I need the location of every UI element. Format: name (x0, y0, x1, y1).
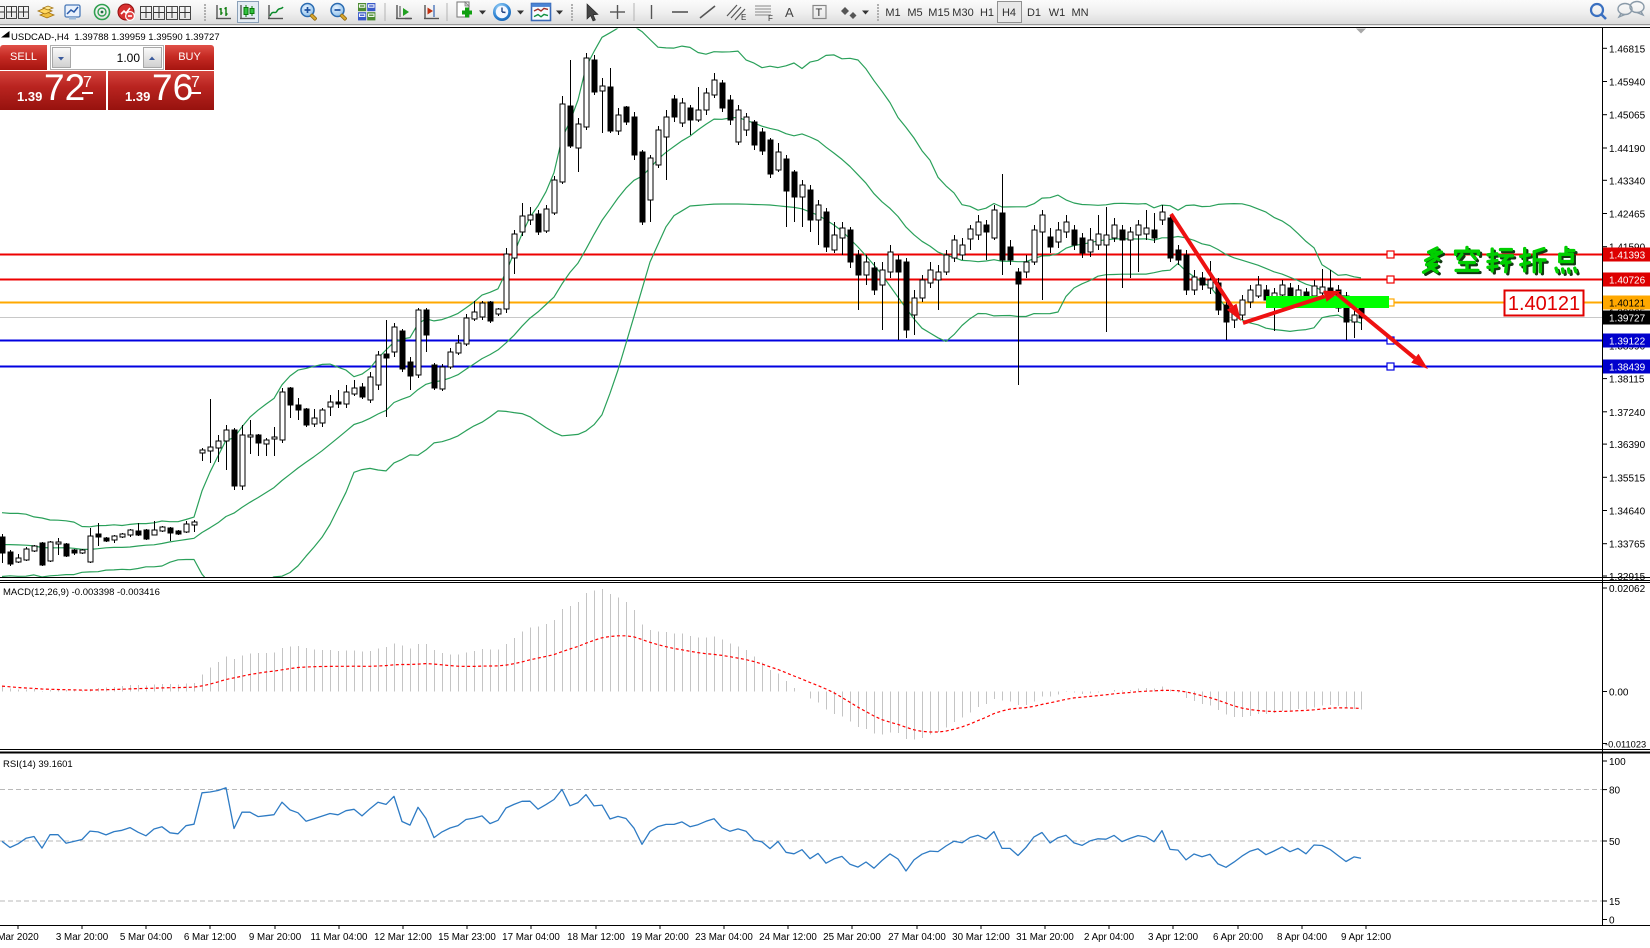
svg-text:1.36390: 1.36390 (1609, 440, 1646, 451)
svg-text:E: E (741, 13, 746, 22)
svg-text:3 Mar 20:00: 3 Mar 20:00 (56, 932, 109, 943)
svg-text:24 Mar 12:00: 24 Mar 12:00 (759, 932, 817, 943)
svg-text:19 Mar 20:00: 19 Mar 20:00 (631, 932, 689, 943)
svg-text:8 Apr 04:00: 8 Apr 04:00 (1277, 932, 1328, 943)
svg-text:100: 100 (1609, 757, 1626, 768)
svg-text:23 Mar 04:00: 23 Mar 04:00 (695, 932, 753, 943)
svg-text:30 Mar 12:00: 30 Mar 12:00 (952, 932, 1010, 943)
svg-text:MN: MN (1071, 7, 1088, 19)
svg-text:M1: M1 (885, 7, 900, 19)
svg-text:27 Mar 04:00: 27 Mar 04:00 (888, 932, 946, 943)
svg-text:1.45065: 1.45065 (1609, 111, 1646, 122)
svg-text:1.37240: 1.37240 (1609, 408, 1646, 419)
svg-text:6 Mar 12:00: 6 Mar 12:00 (184, 932, 237, 943)
svg-text:1.35515: 1.35515 (1609, 473, 1646, 484)
svg-text:1.38115: 1.38115 (1609, 375, 1645, 386)
svg-text:T: T (816, 7, 823, 19)
svg-text:1.39727: 1.39727 (1609, 314, 1646, 325)
svg-text:31 Mar 20:00: 31 Mar 20:00 (1016, 932, 1074, 943)
svg-text:-0.011023: -0.011023 (1605, 740, 1646, 750)
svg-text:11 Mar 04:00: 11 Mar 04:00 (310, 932, 368, 943)
svg-text:12 Mar 12:00: 12 Mar 12:00 (374, 932, 432, 943)
svg-text:USDCAD-,H4 1.39788 1.39959 1.: USDCAD-,H4 1.39788 1.39959 1.39590 1.397… (11, 32, 220, 43)
svg-text:1.38439: 1.38439 (1609, 363, 1646, 374)
svg-text:M30: M30 (952, 7, 973, 19)
svg-text:F: F (768, 14, 773, 23)
svg-text:1.40121: 1.40121 (1508, 293, 1580, 315)
svg-text:H4: H4 (1002, 7, 1016, 19)
svg-text:W1: W1 (1049, 7, 1066, 19)
svg-text:1.46815: 1.46815 (1609, 44, 1646, 55)
svg-text:M5: M5 (907, 7, 922, 19)
svg-text:1.32915: 1.32915 (1609, 572, 1646, 583)
svg-text:Mar 2020: Mar 2020 (0, 932, 39, 943)
svg-text:25 Mar 20:00: 25 Mar 20:00 (823, 932, 881, 943)
svg-text:1.33765: 1.33765 (1609, 540, 1646, 551)
svg-text:2 Apr 04:00: 2 Apr 04:00 (1084, 932, 1135, 943)
svg-text:1.45940: 1.45940 (1609, 78, 1646, 89)
svg-text:0.02062: 0.02062 (1609, 584, 1646, 595)
svg-text:0: 0 (1609, 916, 1615, 927)
svg-text:1.39122: 1.39122 (1609, 337, 1646, 348)
svg-text:18 Mar 12:00: 18 Mar 12:00 (567, 932, 625, 943)
svg-text:9 Mar 20:00: 9 Mar 20:00 (249, 932, 302, 943)
svg-text:A: A (785, 5, 794, 20)
svg-text:17 Mar 04:00: 17 Mar 04:00 (502, 932, 560, 943)
svg-text:1.44190: 1.44190 (1609, 144, 1646, 155)
svg-text:1.34640: 1.34640 (1609, 507, 1646, 518)
svg-text:MACD(12,26,9) -0.003398 -0.003: MACD(12,26,9) -0.003398 -0.003416 (3, 587, 160, 598)
svg-text:1.43340: 1.43340 (1609, 176, 1646, 187)
svg-text:15: 15 (1609, 897, 1621, 908)
svg-text:1.41393: 1.41393 (1609, 251, 1646, 262)
svg-text:1.40121: 1.40121 (1609, 299, 1646, 310)
svg-text:M15: M15 (928, 7, 949, 19)
svg-text:80: 80 (1609, 786, 1621, 797)
svg-text:D1: D1 (1027, 7, 1041, 19)
svg-text:H1: H1 (980, 7, 994, 19)
svg-text:15 Mar 23:00: 15 Mar 23:00 (438, 932, 496, 943)
svg-text:6 Apr 20:00: 6 Apr 20:00 (1213, 932, 1264, 943)
svg-text:3 Apr 12:00: 3 Apr 12:00 (1148, 932, 1199, 943)
svg-text:5 Mar 04:00: 5 Mar 04:00 (120, 932, 173, 943)
svg-text:50: 50 (1609, 837, 1621, 848)
svg-text:1.40726: 1.40726 (1609, 276, 1646, 287)
svg-text:0.00: 0.00 (1609, 688, 1629, 699)
svg-text:9 Apr 12:00: 9 Apr 12:00 (1341, 932, 1392, 943)
svg-text:RSI(14) 39.1601: RSI(14) 39.1601 (3, 759, 73, 770)
svg-text:1.42465: 1.42465 (1609, 210, 1646, 221)
